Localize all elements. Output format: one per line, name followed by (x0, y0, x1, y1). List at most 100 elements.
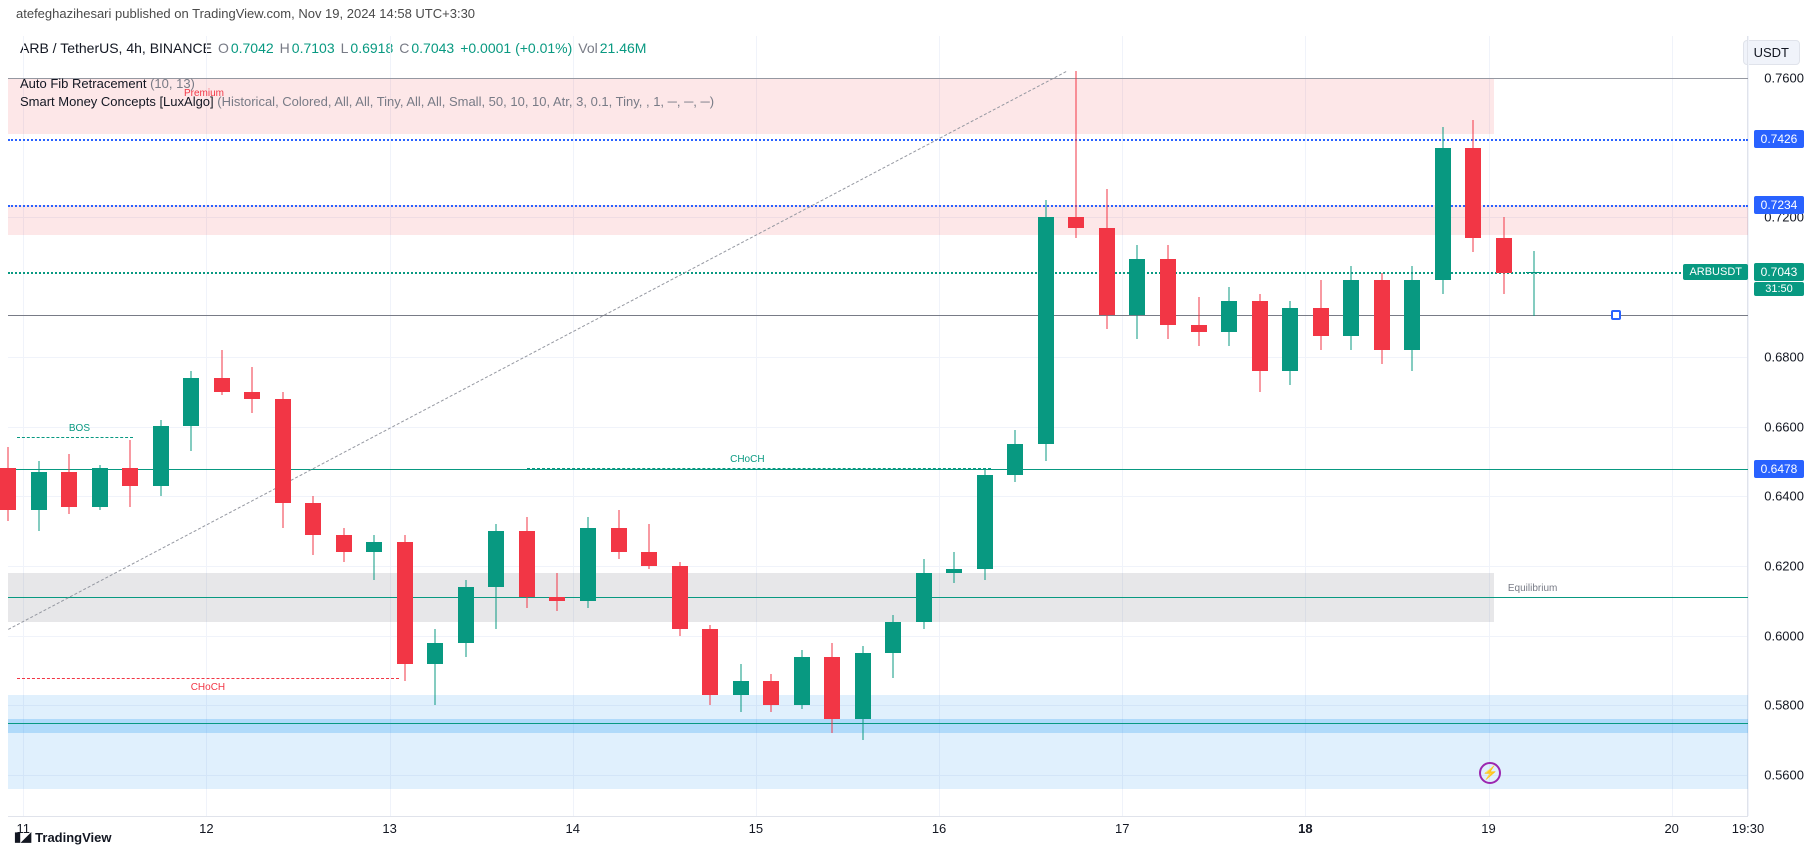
candle (1127, 245, 1147, 339)
candle (853, 646, 873, 740)
price-tag: 0.7426 (1754, 130, 1804, 148)
trend-line (8, 71, 1066, 630)
x-tick: 17 (1115, 821, 1129, 836)
x-tick: 15 (749, 821, 763, 836)
candle (883, 615, 903, 678)
premium-label: Premium (184, 88, 224, 99)
tv-text: TradingView (35, 830, 111, 845)
candle (1219, 287, 1239, 346)
candle (1372, 273, 1392, 364)
smc-line (17, 678, 400, 679)
candle (1402, 266, 1422, 371)
x-tick: 14 (566, 821, 580, 836)
candle (395, 535, 415, 681)
equilibrium-label: Equilibrium (1508, 583, 1557, 594)
candle (1433, 127, 1453, 294)
candle (822, 643, 842, 734)
candle (181, 371, 201, 451)
smc-label: CHoCH (730, 454, 764, 465)
candle (1189, 297, 1209, 346)
chart-plot[interactable]: BOS CHoCH CHoCH Equilibrium ⚡ (8, 36, 1748, 817)
indicator-row: Auto Fib Retracement (10, 13) (20, 76, 195, 91)
y-tick: 0.5600 (1748, 768, 1804, 783)
candle (517, 517, 537, 608)
smc-line (527, 468, 992, 469)
x-tick: 12 (199, 821, 213, 836)
price-zone (8, 205, 1748, 234)
candle (1341, 266, 1361, 350)
horizontal-line (8, 723, 1748, 724)
candle (334, 528, 354, 563)
candle (761, 674, 781, 712)
publish-header: atefeghazihesari published on TradingVie… (16, 6, 475, 21)
candle (486, 524, 506, 629)
horizontal-line (8, 205, 1748, 207)
candle (1280, 301, 1300, 385)
price-zone (8, 719, 1748, 733)
smc-label: CHoCH (191, 682, 225, 693)
horizontal-line (8, 597, 1748, 598)
candle (59, 454, 79, 513)
candle (914, 559, 934, 629)
x-tick: 19:30 (1732, 821, 1765, 836)
candle (29, 461, 49, 531)
candle (1036, 200, 1056, 461)
candle (1005, 430, 1025, 482)
countdown: 31:50 (1754, 282, 1804, 296)
candle (456, 580, 476, 657)
horizontal-line (8, 315, 1748, 316)
price-tag: 0.7234 (1754, 196, 1804, 214)
candle (1524, 251, 1544, 316)
indicator-row: Smart Money Concepts [LuxAlgo] (Historic… (20, 94, 714, 109)
candle (0, 447, 18, 520)
horizontal-line (8, 139, 1748, 141)
horizontal-line (8, 272, 1748, 274)
current-price-tag: 0.7043 (1754, 263, 1804, 281)
y-tick: 0.6600 (1748, 419, 1804, 434)
candle (1311, 280, 1331, 350)
candle (1066, 71, 1086, 238)
y-tick: 0.6200 (1748, 558, 1804, 573)
candle (547, 573, 567, 611)
candle (151, 420, 171, 497)
candle (944, 552, 964, 583)
candle (1494, 217, 1514, 294)
candle (212, 350, 232, 395)
candle (1158, 245, 1178, 339)
y-tick: 0.6000 (1748, 628, 1804, 643)
y-axis: 0.76000.72000.68000.66000.64000.62000.60… (1748, 36, 1804, 817)
candle (731, 664, 751, 713)
price-tag: 0.6478 (1754, 460, 1804, 478)
candle (1097, 189, 1117, 328)
candle (364, 535, 384, 580)
candle (700, 625, 720, 705)
marker-icon (1611, 310, 1621, 320)
x-tick: 19 (1481, 821, 1495, 836)
y-tick: 0.5800 (1748, 698, 1804, 713)
candle (1250, 294, 1270, 392)
candle (792, 650, 812, 709)
candle (242, 367, 262, 412)
candle (120, 440, 140, 506)
candle (609, 510, 629, 559)
smc-line (17, 437, 134, 438)
horizontal-line (8, 78, 1748, 79)
x-tick: 20 (1664, 821, 1678, 836)
tradingview-logo: ▮◢ TradingView (14, 829, 112, 845)
pair-tag: ARBUSDT (1683, 264, 1748, 280)
bolt-icon[interactable]: ⚡ (1479, 762, 1501, 784)
x-axis: 1112131415161718192019:30 (8, 821, 1748, 843)
candle (975, 468, 995, 580)
candle (1463, 120, 1483, 252)
x-tick: 18 (1298, 821, 1312, 836)
smc-label: BOS (69, 423, 90, 434)
candle (425, 629, 445, 706)
y-tick: 0.7600 (1748, 70, 1804, 85)
candle (273, 392, 293, 528)
candle (670, 562, 690, 635)
tv-icon: ▮◢ (14, 829, 31, 845)
y-tick: 0.6800 (1748, 349, 1804, 364)
candle (90, 465, 110, 510)
candle (303, 496, 323, 555)
x-tick: 16 (932, 821, 946, 836)
